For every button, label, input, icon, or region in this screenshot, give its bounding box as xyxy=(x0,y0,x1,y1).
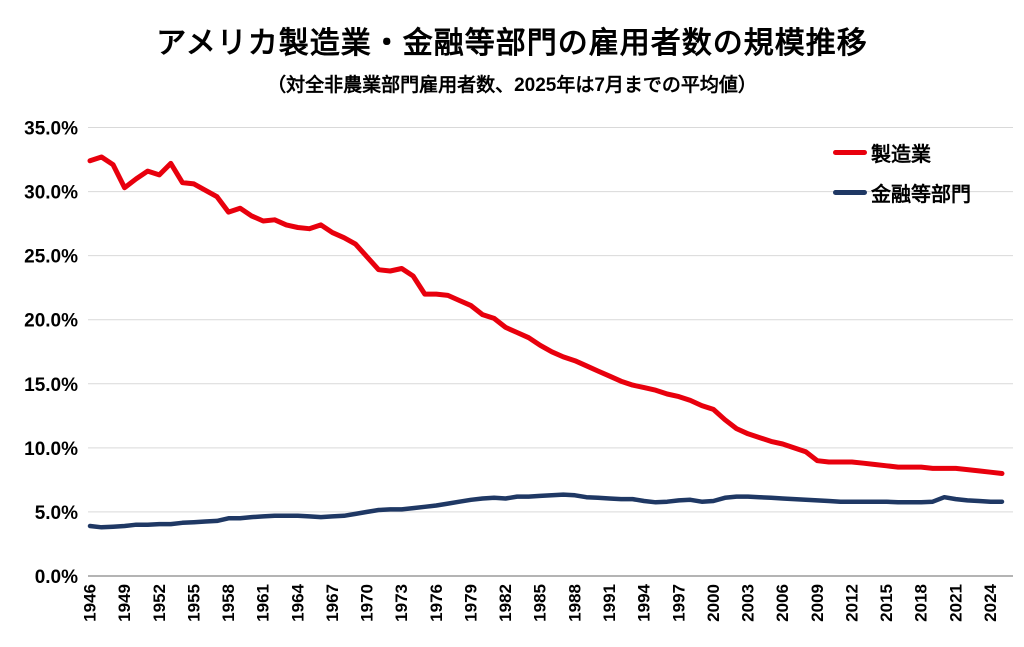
x-axis-label: 1964 xyxy=(288,583,307,621)
x-axis-label: 2024 xyxy=(981,583,1000,621)
x-axis-label: 1982 xyxy=(496,584,515,622)
y-axis-label: 10.0% xyxy=(24,439,78,460)
y-axis-label: 0.0% xyxy=(35,567,78,588)
x-axis-label: 1985 xyxy=(531,584,550,622)
x-axis-label: 1979 xyxy=(461,584,480,622)
x-axis-label: 2018 xyxy=(912,584,931,622)
x-axis-label: 2021 xyxy=(946,584,965,622)
y-axis-label: 5.0% xyxy=(35,503,78,524)
y-axis-label: 35.0% xyxy=(24,119,78,140)
legend-label-manufacturing: 製造業 xyxy=(871,143,931,166)
x-axis-label: 2000 xyxy=(704,584,723,622)
chart-subtitle: （対全非農業部門雇用者数、2025年は7月までの平均値） xyxy=(267,75,757,96)
x-axis-label: 2006 xyxy=(773,584,792,622)
x-axis-label: 1955 xyxy=(184,584,203,622)
x-axis-label: 1973 xyxy=(392,584,411,622)
x-axis-label: 1991 xyxy=(600,584,619,622)
y-axis-label: 20.0% xyxy=(24,311,78,332)
x-axis-label: 1946 xyxy=(81,584,100,622)
x-axis-label: 2003 xyxy=(739,584,758,622)
y-axis-label: 30.0% xyxy=(24,183,78,204)
x-axis-label: 1949 xyxy=(115,584,134,622)
x-axis-label: 1976 xyxy=(427,584,446,622)
x-axis-label: 1952 xyxy=(150,584,169,622)
x-axis-label: 1988 xyxy=(565,584,584,622)
legend: 製造業 金融等部門 xyxy=(833,139,971,219)
legend-item-manufacturing: 製造業 xyxy=(833,139,971,166)
y-axis-label: 25.0% xyxy=(24,247,78,268)
x-axis-label: 2009 xyxy=(808,584,827,622)
x-axis-label: 1958 xyxy=(219,584,238,622)
finance-line-swatch xyxy=(833,189,867,195)
x-axis-label: 1961 xyxy=(254,584,273,622)
x-axis-label: 1967 xyxy=(323,584,342,622)
legend-item-finance: 金融等部門 xyxy=(833,179,971,206)
x-axis-label: 1997 xyxy=(669,584,688,622)
legend-label-finance: 金融等部門 xyxy=(871,183,971,206)
x-axis-label: 2012 xyxy=(842,584,861,622)
x-axis-label: 1970 xyxy=(358,584,377,622)
x-axis-label: 1994 xyxy=(635,583,654,621)
manufacturing-line-swatch xyxy=(833,149,867,155)
x-axis-label: 2015 xyxy=(877,584,896,622)
manufacturing-line xyxy=(87,154,1005,476)
y-axis-label: 15.0% xyxy=(24,375,78,396)
finance-line xyxy=(87,492,1005,530)
chart-title: アメリカ製造業・金融等部門の雇用者数の規模推移 xyxy=(156,27,868,60)
